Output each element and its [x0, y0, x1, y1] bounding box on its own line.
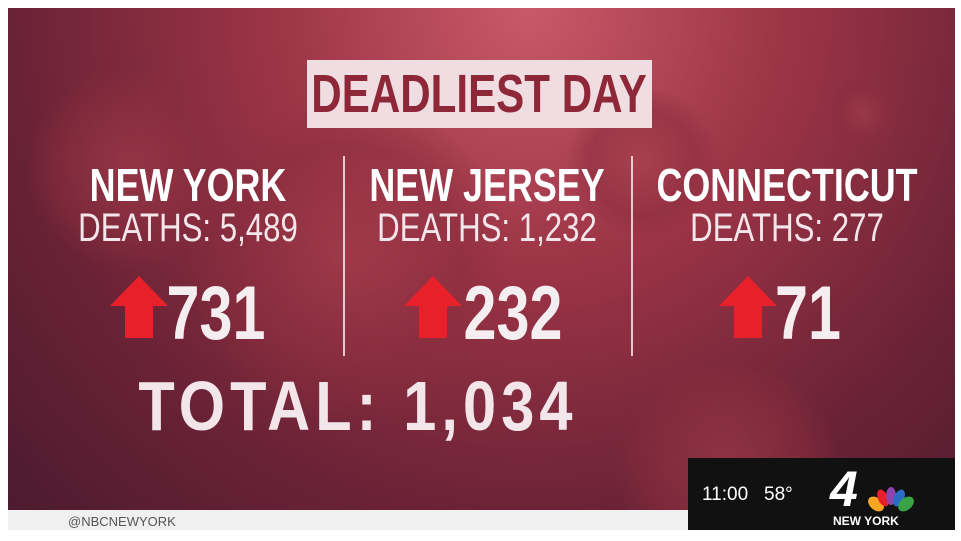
station-bug: 11:00 58° 4 NEW YORK — [688, 458, 955, 530]
channel: 4 — [830, 460, 858, 518]
up-arrow — [110, 276, 168, 338]
page: DEADLIEST DAY NEW YORK DEATHS: 5,489 731… — [0, 0, 961, 541]
time: 11:00 — [702, 484, 748, 506]
social-handle: @NBCNEWYORK — [68, 514, 176, 529]
up-arrow — [404, 276, 462, 338]
up-arrow — [719, 276, 777, 338]
arrows — [8, 8, 955, 530]
temperature: 58° — [764, 484, 793, 506]
station-name: NEW YORK — [833, 514, 899, 528]
total: TOTAL: 1,034 — [138, 366, 577, 446]
broadcast-frame: DEADLIEST DAY NEW YORK DEATHS: 5,489 731… — [8, 8, 955, 530]
peacock-logo — [866, 486, 916, 514]
